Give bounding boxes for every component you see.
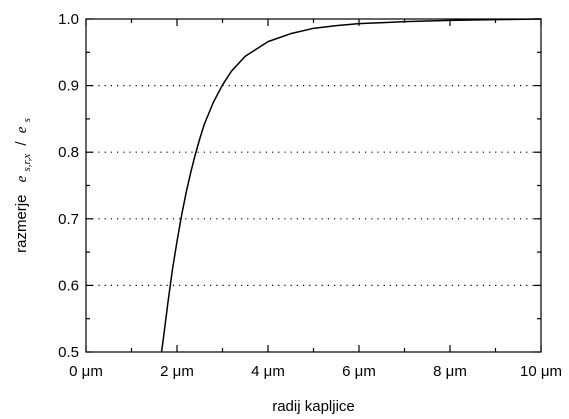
grid-lines	[86, 84, 541, 286]
y-axis-title-denominator: e	[14, 126, 30, 133]
y-tick-label: 0.9	[58, 78, 79, 95]
series-line	[160, 18, 542, 353]
y-axis-title-numerator-sub: s,r,x	[21, 154, 33, 172]
x-tick-label: 6 μm	[342, 363, 376, 380]
axis-ticks	[85, 18, 542, 353]
x-tick-label: 8 μm	[433, 363, 467, 380]
plot-frame	[85, 18, 542, 353]
y-axis-title: razmerje e s,r,x / e s	[13, 118, 34, 253]
x-tick-labels: 0 μm 2 μm 4 μm 6 μm 8 μm 10 μm	[69, 363, 562, 380]
y-axis-title-slash: /	[13, 141, 30, 146]
y-tick-labels: 0.5 0.6 0.7 0.8 0.9 1.0	[58, 11, 79, 361]
y-tick-label: 0.8	[58, 144, 79, 161]
y-axis-title-prefix: razmerje	[13, 195, 30, 253]
x-axis-title: radij kapljice	[272, 398, 355, 415]
x-tick-label: 10 μm	[520, 363, 562, 380]
x-tick-label: 2 μm	[160, 363, 194, 380]
y-axis-title-denominator-sub: s	[21, 118, 33, 122]
x-tick-label: 0 μm	[69, 363, 103, 380]
y-tick-label: 0.6	[58, 277, 79, 294]
y-tick-label: 0.7	[58, 211, 79, 228]
y-tick-label: 1.0	[58, 11, 79, 28]
series-layer	[160, 18, 542, 353]
y-axis-title-numerator: e	[14, 175, 30, 182]
x-tick-label: 4 μm	[251, 363, 285, 380]
y-tick-label: 0.5	[58, 344, 79, 361]
